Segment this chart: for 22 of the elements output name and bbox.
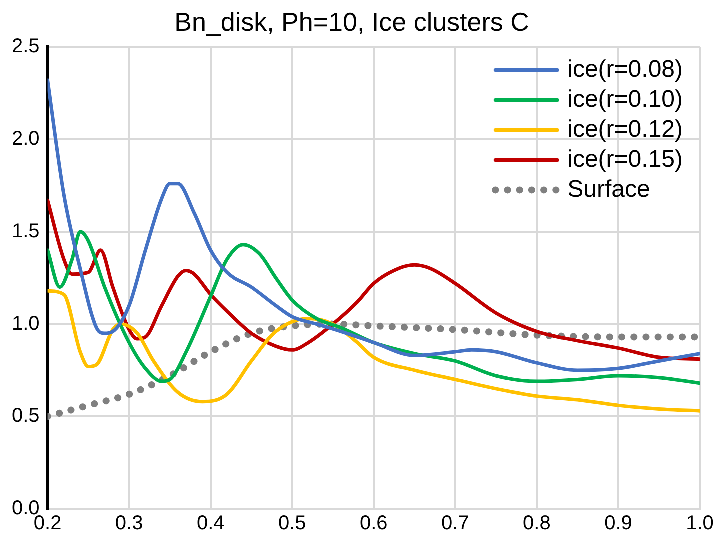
line-series [48, 289, 700, 413]
y-tick-label: 2.0 [12, 128, 40, 150]
y-tick-label: 1.0 [12, 312, 40, 335]
legend-label: ice(r=0.10) [568, 86, 684, 113]
x-tick-label: 1.0 [686, 512, 714, 535]
x-tick-label: 0.5 [278, 512, 306, 535]
x-tick-label: 0.7 [442, 512, 470, 535]
x-tick-label: 0.4 [196, 512, 225, 535]
legend-label: Surface [568, 176, 650, 203]
y-tick-label: 2.5 [12, 36, 40, 58]
line-series [48, 230, 700, 386]
x-tick-label: 0.6 [360, 512, 388, 535]
y-tick-label: 0.5 [12, 405, 40, 428]
legend-label: ice(r=0.15) [568, 146, 684, 173]
x-tick-label: 0.8 [523, 512, 551, 535]
y-tick-label: 1.5 [12, 220, 40, 242]
chart-title: Bn_disk, Ph=10, Ice clusters C [174, 6, 530, 37]
x-tick-label: 0.9 [604, 512, 632, 535]
line-series [48, 198, 700, 362]
x-tick-label: 0.3 [115, 512, 144, 535]
legend-label: ice(r=0.12) [568, 116, 684, 143]
legend-label: ice(r=0.08) [568, 56, 684, 83]
